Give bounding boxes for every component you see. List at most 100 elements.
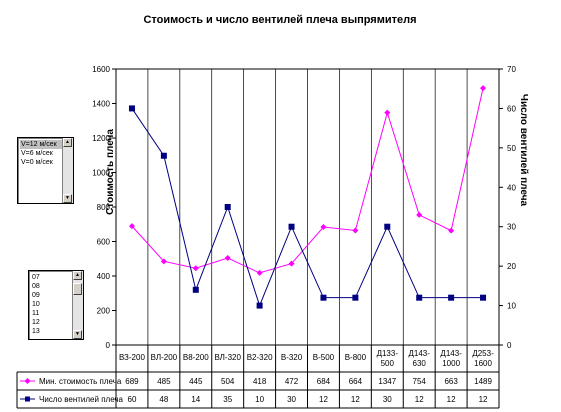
legend-key-marker	[25, 396, 30, 402]
number-option[interactable]: 10	[32, 301, 40, 308]
x-category-label: 500	[381, 359, 395, 368]
table-value: 754	[413, 377, 427, 386]
number-option[interactable]: 07	[32, 274, 40, 281]
y-left-tick-label: 0	[106, 341, 111, 350]
y-left-tick-label: 1200	[92, 134, 110, 143]
y-right-tick-label: 40	[507, 183, 516, 192]
data-point-square	[416, 294, 423, 301]
y-left-tick-label: 600	[97, 238, 111, 247]
y-left-tick-label: 400	[97, 272, 111, 281]
legend-series-name: Число вентилей плеча	[39, 395, 124, 404]
table-value: 14	[191, 395, 200, 404]
y-right-tick-label: 20	[507, 262, 516, 271]
data-point-diamond	[224, 255, 231, 262]
y-left-tick-label: 200	[97, 307, 111, 316]
data-point-square	[256, 302, 263, 309]
legend-series-name: Мин. стоимость плеча	[39, 377, 122, 386]
y-right-tick-label: 10	[507, 302, 516, 311]
x-category-label: В-320	[281, 353, 303, 362]
data-point-square	[192, 286, 199, 293]
plot-marks	[128, 85, 487, 309]
y-left-tick-label: 1000	[92, 169, 110, 178]
number-listbox[interactable]: 07 08 09 10 11 12 13 ▲ ▼	[28, 270, 84, 340]
scroll-down-icon[interactable]: ▼	[63, 194, 72, 203]
x-category-label: Д143-	[408, 349, 430, 358]
data-point-square	[320, 294, 327, 301]
data-point-diamond	[256, 269, 263, 276]
number-option[interactable]: 08	[32, 283, 40, 290]
table-value: 472	[285, 377, 299, 386]
x-category-label: В-500	[313, 353, 335, 362]
x-category-label: 630	[413, 359, 427, 368]
table-value: 1347	[378, 377, 396, 386]
axis-ticks: 0 200 400 600 800 1000 1200 1400 1600 0 10 20 30 40 50…	[92, 65, 516, 350]
number-option[interactable]: 09	[32, 292, 40, 299]
x-category-label: В8-200	[183, 353, 209, 362]
y-left-tick-label: 1600	[92, 65, 110, 74]
speed-listbox-items: V=12 м/сек V=6 м/сек V=0 м/сек	[20, 140, 62, 201]
table-value: 664	[349, 377, 363, 386]
data-point-diamond	[448, 227, 455, 234]
data-point-square	[288, 223, 295, 230]
x-category-label: Д253-	[472, 349, 494, 358]
table-value: 1489	[474, 377, 492, 386]
speed-listbox[interactable]: V=12 м/сек V=6 м/сек V=0 м/сек ▲ ▼	[17, 137, 74, 204]
y-axis-right-label: Число вентилей плеча	[518, 94, 529, 207]
x-category-label: 1000	[442, 359, 460, 368]
data-point-diamond	[128, 223, 135, 230]
x-category-label: В2-320	[247, 353, 273, 362]
number-listbox-items: 07 08 09 10 11 12 13	[31, 273, 72, 337]
table-value: 12	[319, 395, 328, 404]
scroll-up-icon[interactable]: ▲	[73, 271, 82, 280]
data-point-square	[352, 294, 359, 301]
scroll-down-icon[interactable]: ▼	[73, 330, 82, 339]
table-value: 12	[351, 395, 360, 404]
table-value: 60	[128, 395, 137, 404]
plot-grid	[115, 68, 500, 346]
table-value: 10	[255, 395, 264, 404]
data-point-diamond	[416, 211, 423, 218]
number-option[interactable]: 13	[32, 328, 40, 335]
data-point-diamond	[320, 224, 327, 231]
data-point-square	[384, 223, 391, 230]
table-value: 418	[253, 377, 267, 386]
table-value: 485	[157, 377, 171, 386]
series-line	[131, 108, 484, 308]
table-value: 663	[444, 377, 458, 386]
x-category-label: 1600	[474, 359, 492, 368]
data-point-diamond	[480, 85, 487, 92]
data-point-diamond	[192, 265, 199, 272]
y-axis-left-label: Стоимость плеча	[105, 129, 116, 215]
table-value: 684	[317, 377, 331, 386]
table-value: 689	[125, 377, 139, 386]
y-right-tick-label: 50	[507, 144, 516, 153]
y-right-tick-label: 70	[507, 65, 516, 74]
speed-listbox-scrollbar[interactable]: ▲ ▼	[62, 138, 73, 203]
speed-option[interactable]: V=12 м/сек	[20, 140, 62, 149]
scroll-thumb[interactable]	[73, 283, 82, 295]
number-option[interactable]: 11	[32, 310, 40, 317]
table-value: 12	[447, 395, 456, 404]
x-category-label: В-800	[345, 353, 367, 362]
table-value: 35	[223, 395, 232, 404]
y-right-tick-label: 30	[507, 223, 516, 232]
number-option[interactable]: 12	[32, 319, 40, 326]
table-value: 30	[383, 395, 392, 404]
speed-option[interactable]: V=0 м/сек	[21, 159, 53, 166]
table-value: 48	[159, 395, 168, 404]
data-point-square	[224, 204, 231, 210]
data-point-diamond	[160, 258, 167, 265]
legend-key-marker	[24, 378, 31, 384]
x-category-label: ВЛ-320	[214, 353, 241, 362]
scroll-up-icon[interactable]: ▲	[63, 138, 72, 147]
y-left-tick-label: 800	[97, 203, 111, 212]
speed-option[interactable]: V=6 м/сек	[21, 150, 53, 157]
number-listbox-scrollbar[interactable]: ▲ ▼	[72, 271, 83, 339]
y-left-tick-label: 1400	[92, 100, 110, 109]
x-category-label: ВЗ-200	[119, 353, 145, 362]
data-point-diamond	[288, 260, 295, 267]
x-category-label: ВЛ-200	[151, 353, 178, 362]
chart-title: Стоимость и число вентилей плеча выпрями…	[143, 14, 416, 26]
x-category-label: Д143-	[440, 349, 462, 358]
